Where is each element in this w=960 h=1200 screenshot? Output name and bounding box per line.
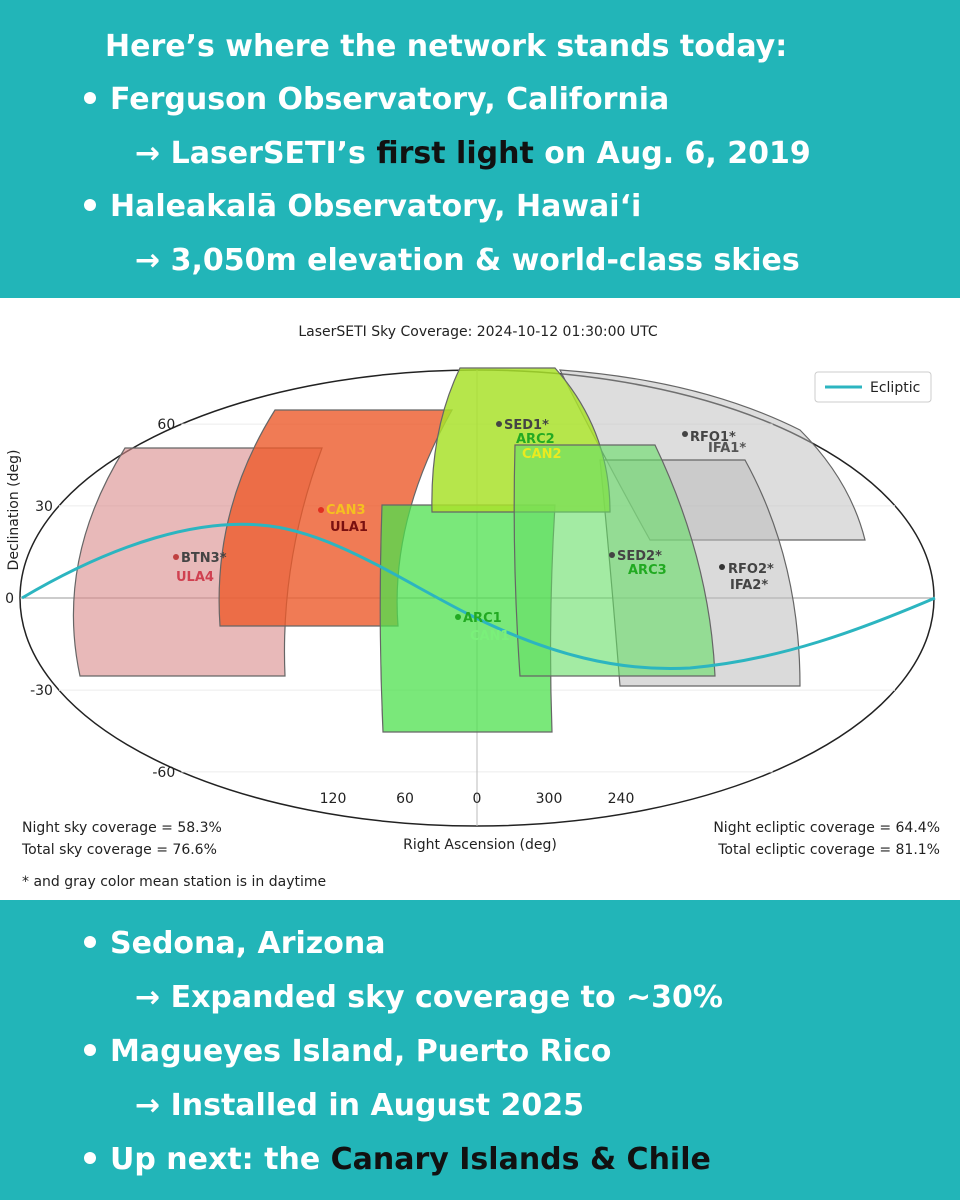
legend-label: Ecliptic [870, 380, 920, 396]
y-axis-label: Declination (deg) [6, 450, 22, 571]
station-label: ARC3 [628, 563, 667, 578]
station-label: RFO2* [728, 562, 774, 577]
bullet [84, 92, 96, 104]
station-label: RFO1* [690, 430, 736, 445]
station-label: CAN2 [522, 447, 562, 462]
bullet [84, 1044, 96, 1056]
detail-part: on Aug. 6, 2019 [534, 136, 811, 171]
x-tick-label: 120 [320, 791, 347, 807]
station-label: CAN3 [326, 503, 366, 518]
y-tick-label: -30 [30, 683, 53, 699]
station-labels: SED1* ARC2 CAN2 RFO1* IFA1* CAN3 ULA1 BT… [173, 418, 774, 644]
stat-text: Total sky coverage = 76.6% [21, 842, 217, 858]
bullet [84, 199, 96, 211]
stat-text: Total ecliptic coverage = 81.1% [717, 842, 940, 858]
station-label: SED1* [504, 418, 549, 433]
item-detail: → 3,050m elevation & world-class skies [135, 243, 800, 278]
x-tick-label: 60 [396, 791, 414, 807]
item-name: Magueyes Island, Puerto Rico [110, 1034, 611, 1069]
item-detail: → Expanded sky coverage to ~30% [135, 980, 723, 1015]
sky-coverage-figure: LaserSETI Sky Coverage: 2024-10-12 01:30… [5, 324, 940, 890]
station-label: IFA2* [730, 578, 768, 593]
station-label: ARC2 [516, 432, 555, 447]
footnote: * and gray color mean station is in dayt… [22, 874, 326, 890]
item-detail: → LaserSETI’s first light on Aug. 6, 201… [135, 136, 811, 171]
x-tick-label: 300 [536, 791, 563, 807]
item-name: Up next: the Canary Islands & Chile [110, 1142, 711, 1177]
item-highlight: Canary Islands & Chile [331, 1142, 711, 1177]
item-name: Sedona, Arizona [110, 926, 385, 961]
station-label: SED2* [617, 549, 662, 564]
stat-text: Night ecliptic coverage = 64.4% [713, 820, 940, 836]
bullet [84, 936, 96, 948]
station-marker [455, 614, 461, 620]
detail-highlight: first light [376, 136, 533, 171]
coverage-region [513, 444, 716, 677]
station-label: BTN3* [181, 551, 227, 566]
legend-box [814, 371, 932, 403]
x-tick-label: 240 [608, 791, 635, 807]
detail-part: → LaserSETI’s [135, 136, 376, 171]
item-detail: → Installed in August 2025 [135, 1088, 584, 1123]
station-label: ARC1 [463, 611, 502, 626]
item-name: Ferguson Observatory, California [110, 82, 669, 117]
y-tick-label: 0 [5, 591, 14, 607]
station-marker [609, 552, 615, 558]
station-marker [318, 507, 324, 513]
station-label: ULA1 [330, 520, 368, 535]
footer-band [0, 900, 960, 1200]
y-tick-label: -60 [152, 765, 175, 781]
station-marker [719, 564, 725, 570]
bullet [84, 1152, 96, 1164]
stat-text: Night sky coverage = 58.3% [22, 820, 222, 836]
station-label: ULA4 [176, 570, 214, 585]
x-axis-label: Right Ascension (deg) [403, 837, 557, 853]
item-name: Haleakalā Observatory, Hawaiʻi [110, 189, 641, 224]
header-band [0, 0, 960, 298]
x-tick-label: 0 [473, 791, 482, 807]
station-marker [682, 431, 688, 437]
header-title: Here’s where the network stands today: [105, 29, 787, 64]
y-tick-label: 30 [35, 499, 53, 515]
item-part: Up next: the [110, 1142, 331, 1177]
station-marker [173, 554, 179, 560]
station-marker [496, 421, 502, 427]
y-axis: 60 30 0 -30 -60 [5, 417, 175, 781]
y-tick-label: 60 [157, 417, 175, 433]
x-axis: 120 60 0 300 240 [320, 791, 635, 807]
ecliptic-line [21, 522, 936, 671]
figure-title: LaserSETI Sky Coverage: 2024-10-12 01:30… [298, 324, 657, 340]
station-label: IFA1* [708, 441, 746, 456]
station-label: CAN1 [470, 629, 510, 644]
